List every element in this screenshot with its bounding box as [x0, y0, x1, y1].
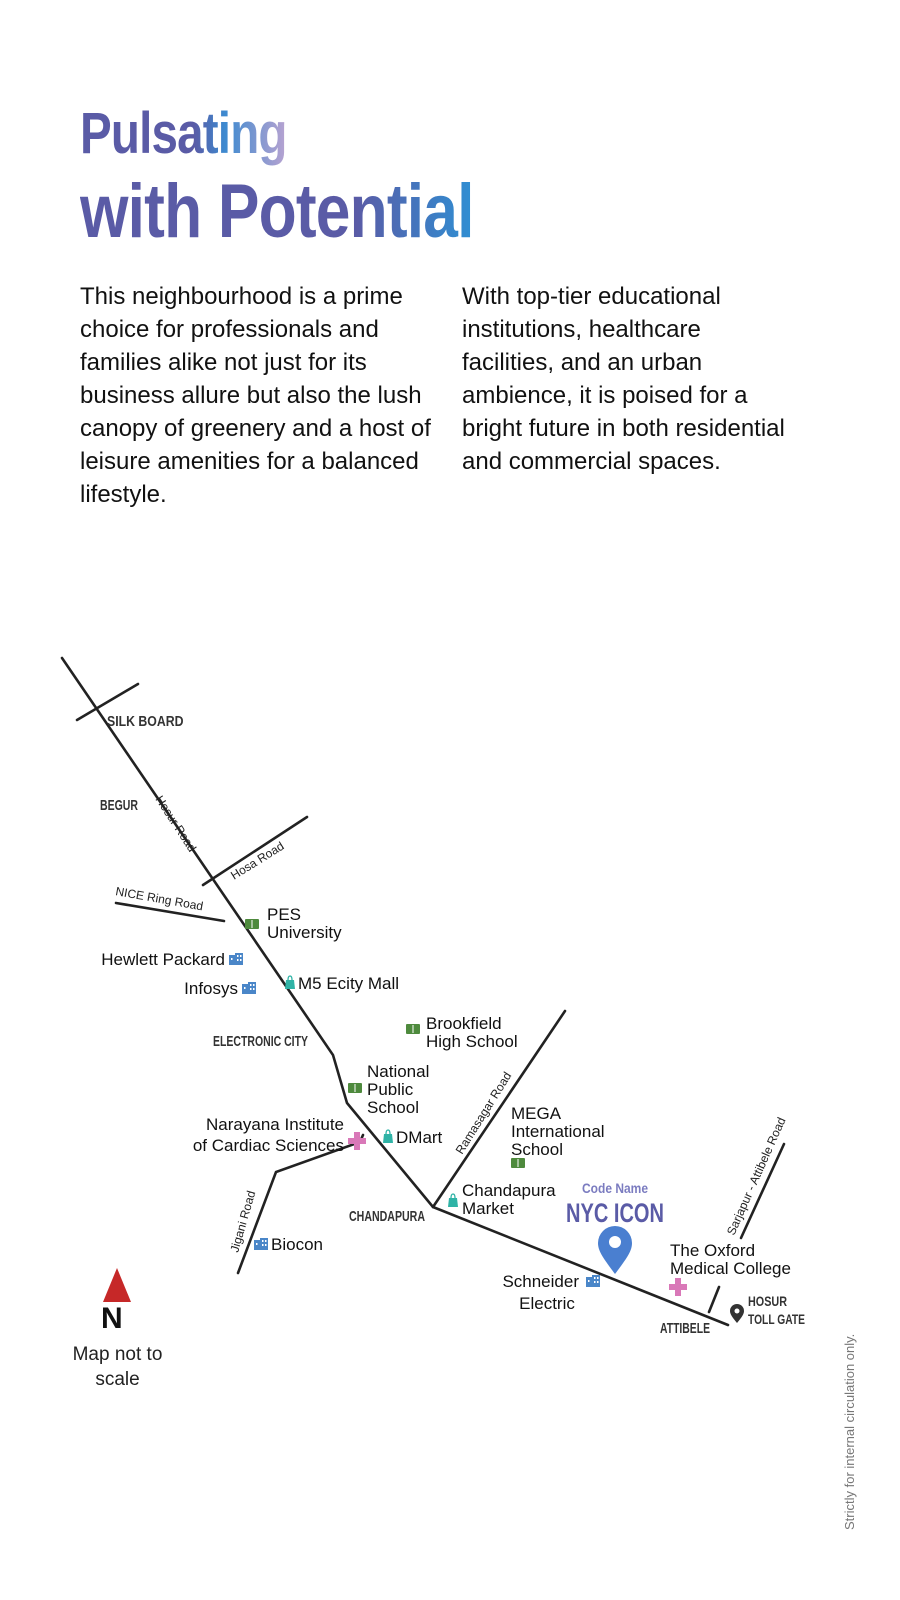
landmark-narayana-line2: of Cardiac Sciences	[193, 1136, 344, 1155]
landmark-nps-line1: National	[367, 1062, 429, 1081]
landmark-mega-line3: School	[511, 1140, 563, 1159]
landmark-hewlett-packard: Hewlett Packard	[101, 950, 225, 969]
building-icon	[229, 953, 243, 965]
landmark-infosys: Infosys	[184, 979, 238, 998]
ramasagar-road-line	[431, 1009, 567, 1209]
area-hosur-toll-gate-line2: TOLL GATE	[748, 1311, 805, 1327]
medical-cross-icon	[669, 1278, 687, 1296]
sarjapur-attibele-road-line	[739, 1142, 786, 1240]
road-network	[60, 656, 786, 1327]
area-begur: BEGUR	[100, 797, 138, 814]
landmark-narayana-line1: Narayana Institute	[206, 1115, 344, 1134]
compass-letter: N	[101, 1302, 123, 1335]
road-label-ramasagar: Ramasagar Road	[453, 1069, 515, 1156]
road-label-hosur: Hosur Road	[152, 793, 199, 854]
intro-paragraph-left: This neighbourhood is a prime choice for…	[80, 283, 431, 508]
landmark-pes-line1: PES	[267, 905, 301, 924]
landmark-dmart: DMart	[396, 1128, 443, 1147]
silk-board-crossroad	[75, 682, 140, 722]
nice-ring-road-line	[114, 901, 226, 923]
road-label-sarjapur-attibele: Sarjapur - Attibele Road	[724, 1115, 789, 1237]
road-label-jigani: Jigani Road	[227, 1189, 258, 1254]
road-label-hosa: Hosa Road	[228, 839, 286, 883]
heading-line1: Pulsating	[80, 101, 287, 166]
footnote: Strictly for internal circulation only.	[842, 1333, 857, 1530]
landmark-chandapura-market-line2: Market	[462, 1199, 514, 1218]
book-icon	[510, 1157, 526, 1169]
shopping-bag-icon	[382, 1129, 394, 1144]
attibele-connector	[707, 1285, 721, 1314]
building-icon	[242, 982, 256, 994]
area-chandapura: CHANDAPURA	[349, 1208, 425, 1225]
landmark-nps-line3: School	[367, 1098, 419, 1117]
area-attibele: ATTIBELE	[660, 1320, 710, 1337]
landmark-oxford-line1: The Oxford	[670, 1241, 755, 1260]
hosa-road-line	[201, 815, 309, 887]
landmark-schneider-line1: Schneider	[502, 1272, 579, 1291]
book-icon	[244, 918, 260, 930]
landmark-pes-line2: University	[267, 923, 342, 942]
building-icon	[586, 1275, 600, 1287]
area-electronic-city: ELECTRONIC CITY	[213, 1033, 308, 1050]
landmark-chandapura-market-line1: Chandapura	[462, 1181, 556, 1200]
location-marker-icon	[730, 1304, 744, 1323]
intro-paragraph-right: With top-tier educational institutions, …	[462, 283, 785, 475]
book-icon	[405, 1023, 421, 1035]
north-arrow-icon	[103, 1268, 131, 1302]
shopping-bag-icon	[447, 1193, 459, 1208]
area-hosur-toll-gate-line1: HOSUR	[748, 1293, 787, 1309]
hosur-road	[60, 656, 730, 1327]
book-icon	[347, 1082, 363, 1094]
landmark-brookfield-line1: Brookfield	[426, 1014, 502, 1033]
project-code-name: Code Name	[582, 1180, 648, 1196]
landmark-mega-line2: International	[511, 1122, 605, 1141]
landmark-nps-line2: Public	[367, 1080, 414, 1099]
scale-note: Map not to scale	[72, 1344, 163, 1390]
location-pin-icon	[598, 1226, 632, 1274]
project-name: NYC ICON	[566, 1198, 664, 1228]
landmark-m5-mall: M5 Ecity Mall	[298, 974, 399, 993]
landmark-schneider-line2: Electric	[519, 1294, 575, 1313]
building-icon	[254, 1238, 268, 1250]
heading-line2: with Potential	[80, 169, 474, 254]
landmark-biocon: Biocon	[271, 1235, 323, 1254]
landmark-mega-line1: MEGA	[511, 1104, 562, 1123]
area-silk-board: SILK BOARD	[107, 713, 184, 729]
landmark-oxford-line2: Medical College	[670, 1259, 791, 1278]
shopping-bag-icon	[284, 975, 296, 990]
landmark-brookfield-line2: High School	[426, 1032, 518, 1051]
